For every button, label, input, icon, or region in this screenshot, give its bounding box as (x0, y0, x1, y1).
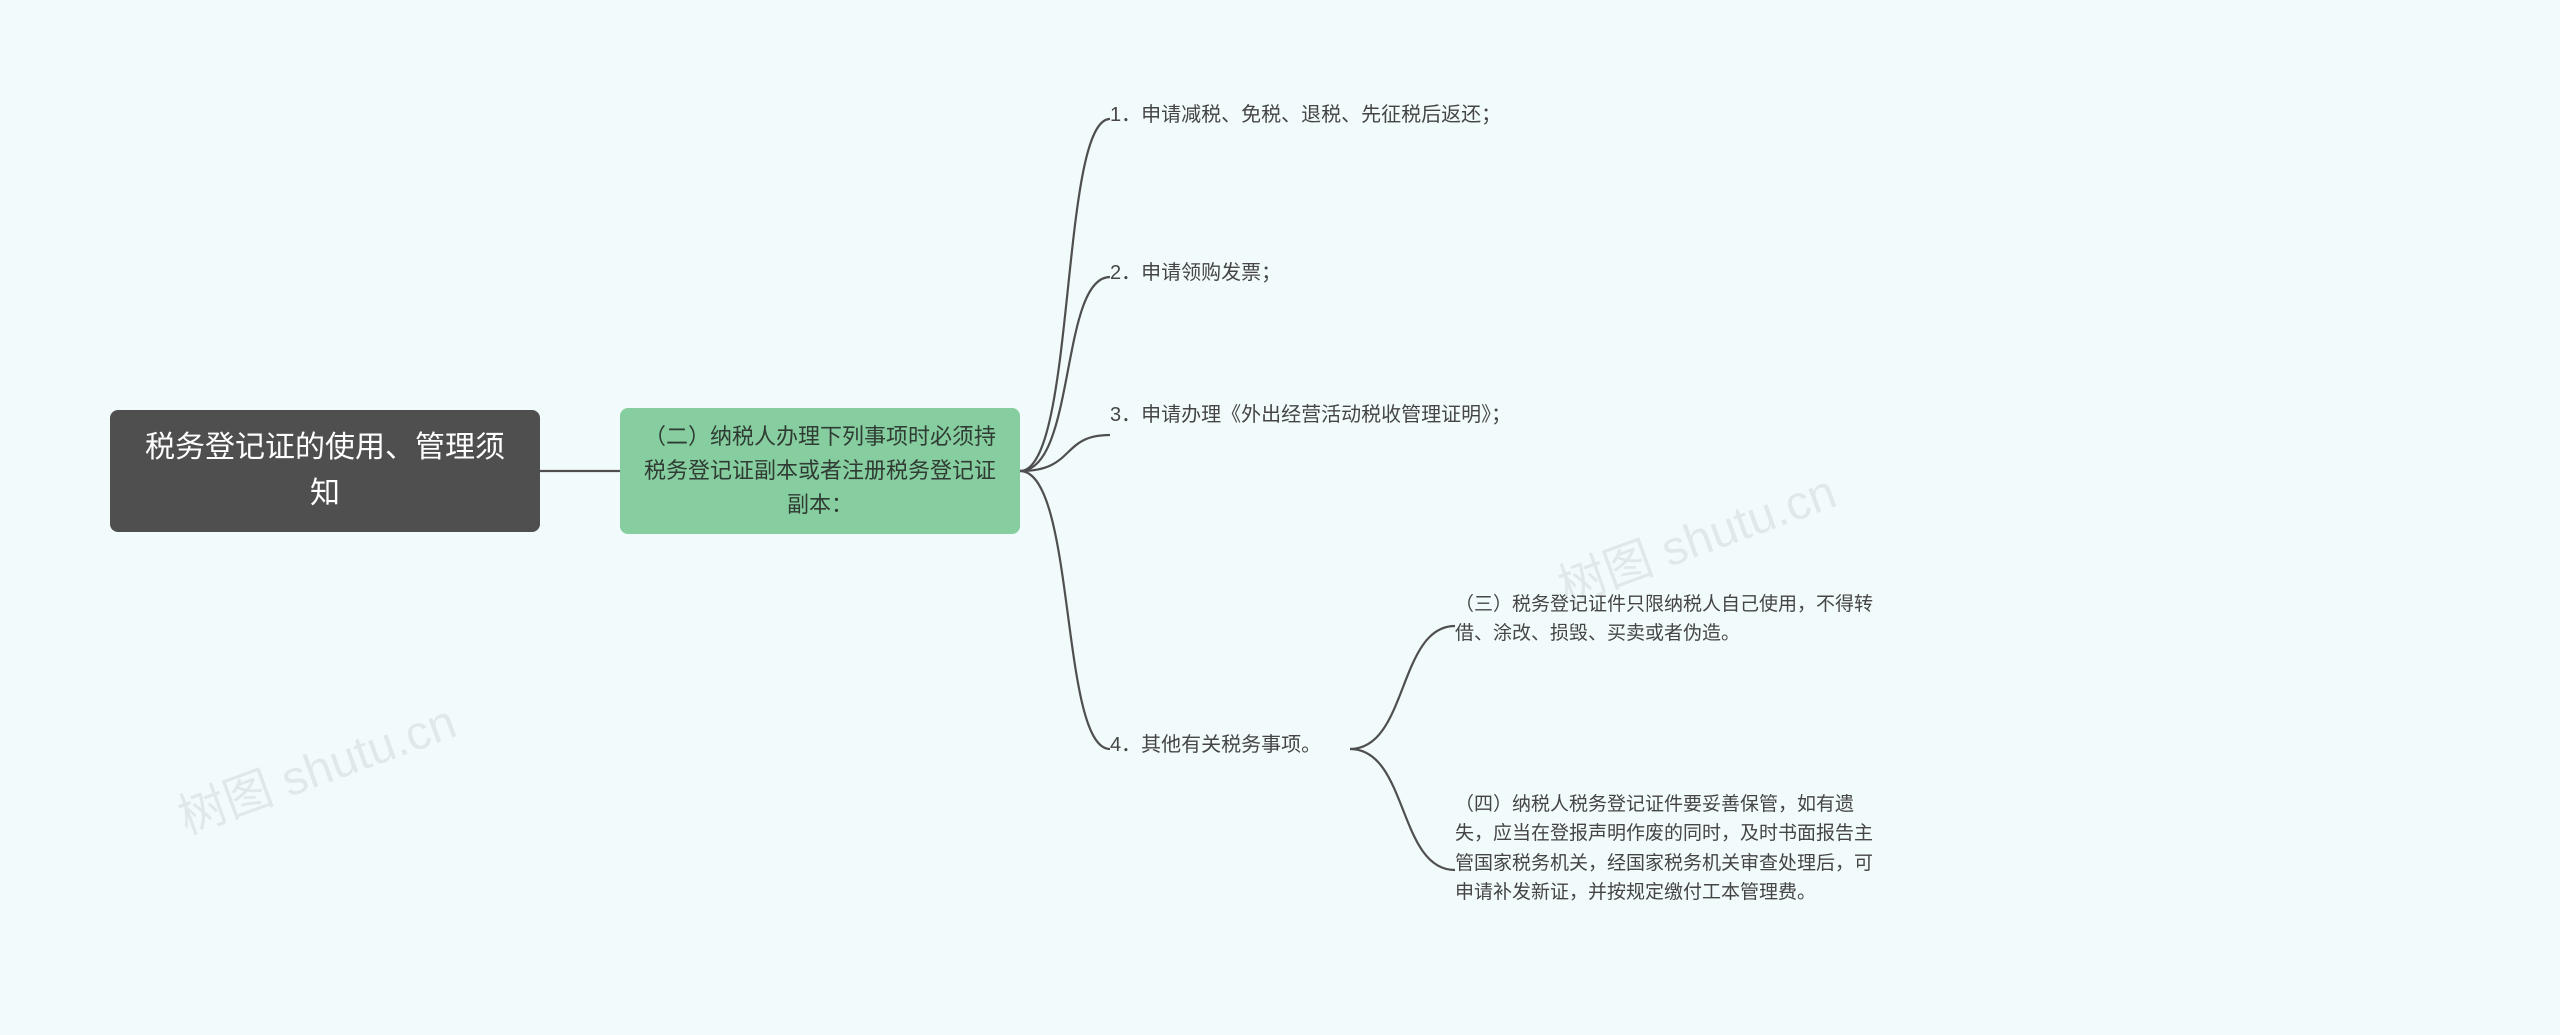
root-node: 税务登记证的使用、管理须知 (110, 410, 540, 532)
leaf-node: 4．其他有关税务事项。 (1110, 730, 1350, 761)
watermark-text: 树图 shutu.cn (172, 696, 463, 845)
leaf-node: 1．申请减税、免税、退税、先征税后返还； (1110, 100, 1540, 131)
leaf-node: 3．申请办理《外出经营活动税收管理证明》； (1110, 400, 1540, 431)
leaf-node: 2．申请领购发票； (1110, 258, 1540, 289)
sub-text: （三）税务登记证件只限纳税人自己使用，不得转借、涂改、损毁、买卖或者伪造。 (1455, 590, 1885, 649)
sub-node: （三）税务登记证件只限纳税人自己使用，不得转借、涂改、损毁、买卖或者伪造。 (1455, 590, 1885, 649)
leaf-text: 3．申请办理《外出经营活动税收管理证明》； (1110, 400, 1511, 431)
section-text: （二）纳税人办理下列事项时必须持税务登记证副本或者注册税务登记证副本： (642, 420, 998, 522)
watermark: 树图 shutu.cn (167, 682, 464, 847)
sub-text: （四）纳税人税务登记证件要妥善保管，如有遗失，应当在登报声明作废的同时，及时书面… (1455, 790, 1885, 908)
leaf-text: 2．申请领购发票； (1110, 258, 1281, 289)
section-node: （二）纳税人办理下列事项时必须持税务登记证副本或者注册税务登记证副本： (620, 408, 1020, 534)
leaf-text: 4．其他有关税务事项。 (1110, 730, 1321, 761)
leaf-text: 1．申请减税、免税、退税、先征税后返还； (1110, 100, 1501, 131)
sub-node: （四）纳税人税务登记证件要妥善保管，如有遗失，应当在登报声明作废的同时，及时书面… (1455, 790, 1885, 908)
root-text: 税务登记证的使用、管理须知 (142, 425, 508, 518)
